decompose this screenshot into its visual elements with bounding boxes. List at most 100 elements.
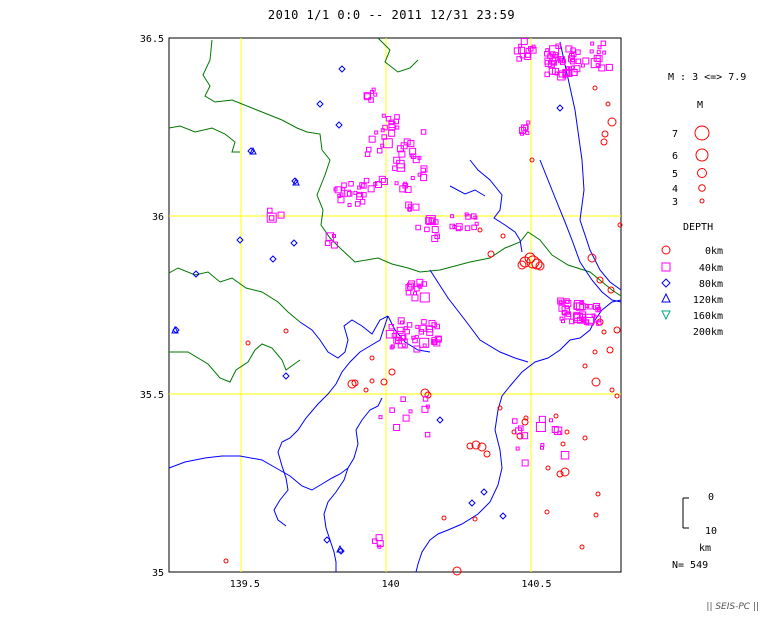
event-marker-40km	[408, 280, 416, 288]
event-marker-40km	[580, 63, 585, 68]
event-marker-40km	[415, 324, 420, 329]
event-marker-40km	[337, 194, 342, 199]
event-marker-40km	[593, 54, 601, 62]
event-marker-shallow	[545, 465, 551, 471]
event-marker-shallow	[609, 387, 615, 393]
event-marker-40km	[602, 50, 607, 55]
event-marker-40km	[408, 409, 413, 414]
magnitude-label: 7	[672, 129, 678, 140]
event-marker-shallow	[477, 442, 487, 452]
magnitude-label: 6	[672, 151, 678, 162]
event-marker-40km	[417, 155, 422, 160]
event-marker-80km	[338, 65, 346, 73]
event-marker-40km	[412, 203, 420, 211]
event-marker-80km	[290, 239, 298, 247]
event-marker-40km	[363, 92, 371, 100]
prefecture-boundaries	[168, 37, 622, 383]
magnitude-symbol	[697, 168, 707, 178]
event-marker-shallow	[596, 276, 604, 284]
event-marker-40km	[394, 181, 399, 186]
event-marker-40km	[521, 432, 529, 440]
depth-label: 40km	[699, 263, 723, 274]
event-marker-40km	[587, 303, 593, 310]
event-marker-40km	[436, 336, 442, 342]
event-marker-40km	[361, 191, 367, 198]
event-marker-shallow	[591, 377, 601, 387]
event-marker-40km	[419, 292, 430, 303]
depth-symbol-circle	[661, 245, 671, 255]
event-marker-40km	[407, 140, 415, 148]
event-marker-40km	[595, 304, 600, 309]
event-marker-40km	[551, 60, 557, 66]
event-marker-40km	[424, 431, 431, 438]
event-marker-shallow	[564, 429, 570, 435]
event-marker-40km	[539, 445, 544, 450]
event-marker-40km	[331, 233, 336, 238]
event-marker-40km	[333, 187, 338, 192]
event-marker-40km	[410, 175, 415, 180]
scale-top-label: 0	[708, 492, 714, 503]
event-marker-40km	[413, 345, 421, 353]
event-marker-shallow	[516, 432, 524, 440]
event-marker-shallow	[529, 157, 535, 163]
event-marker-40km	[571, 51, 577, 57]
event-marker-40km	[573, 65, 581, 73]
lat-tick-label: 35.5	[140, 390, 164, 401]
event-marker-40km	[570, 58, 575, 63]
event-marker-40km	[429, 217, 436, 224]
event-marker-80km	[316, 100, 324, 108]
event-marker-40km	[600, 40, 607, 47]
event-marker-40km	[415, 224, 421, 231]
event-marker-40km	[544, 59, 552, 67]
event-marker-shallow	[347, 379, 357, 389]
event-marker-40km	[597, 45, 602, 50]
magnitude-symbol	[694, 125, 710, 141]
event-marker-40km	[455, 225, 462, 232]
event-marker-40km	[389, 407, 395, 413]
magnitude-symbol	[698, 184, 706, 192]
event-marker-40km	[564, 305, 569, 310]
event-marker-40km	[593, 303, 601, 311]
event-marker-40km	[518, 425, 524, 431]
event-marker-40km	[363, 177, 370, 184]
event-marker-40km	[570, 47, 576, 53]
event-marker-shallow	[556, 470, 564, 478]
event-marker-40km	[390, 344, 395, 349]
event-marker-shallow	[380, 378, 388, 386]
event-marker-40km	[550, 51, 556, 57]
depth-label: 80km	[699, 279, 723, 290]
event-marker-40km	[341, 182, 347, 188]
event-marker-80km	[556, 104, 564, 112]
event-marker-40km	[569, 318, 575, 325]
event-marker-40km	[381, 113, 386, 118]
event-marker-40km	[399, 185, 407, 193]
depth-label: 160km	[693, 311, 723, 322]
event-marker-40km	[368, 135, 376, 143]
event-marker-shallow	[582, 435, 588, 441]
event-marker-40km	[398, 150, 406, 158]
event-marker-40km	[266, 212, 277, 223]
event-marker-40km	[388, 323, 395, 330]
event-marker-40km	[557, 297, 565, 305]
event-marker-40km	[555, 43, 561, 50]
coastline	[168, 41, 622, 573]
event-marker-40km	[471, 224, 477, 231]
event-marker-shallow	[614, 393, 620, 399]
event-marker-shallow	[582, 363, 588, 369]
event-marker-shallow	[535, 261, 545, 271]
event-marker-shallow	[351, 379, 359, 387]
event-marker-40km	[426, 328, 434, 336]
longitude-labels: 139.5 140 140.5	[230, 579, 552, 590]
event-marker-40km	[582, 57, 590, 65]
event-marker-40km	[420, 165, 428, 173]
depth-label: 200km	[693, 327, 723, 338]
event-marker-40km	[411, 294, 419, 302]
event-marker-shallow	[223, 558, 229, 564]
event-marker-40km	[400, 142, 408, 150]
event-marker-40km	[562, 59, 567, 64]
legend-magnitude-header: M	[697, 100, 703, 111]
event-marker-40km	[531, 44, 536, 49]
event-marker-40km	[584, 313, 595, 324]
event-marker-40km	[554, 71, 559, 76]
event-marker-40km	[411, 335, 416, 340]
